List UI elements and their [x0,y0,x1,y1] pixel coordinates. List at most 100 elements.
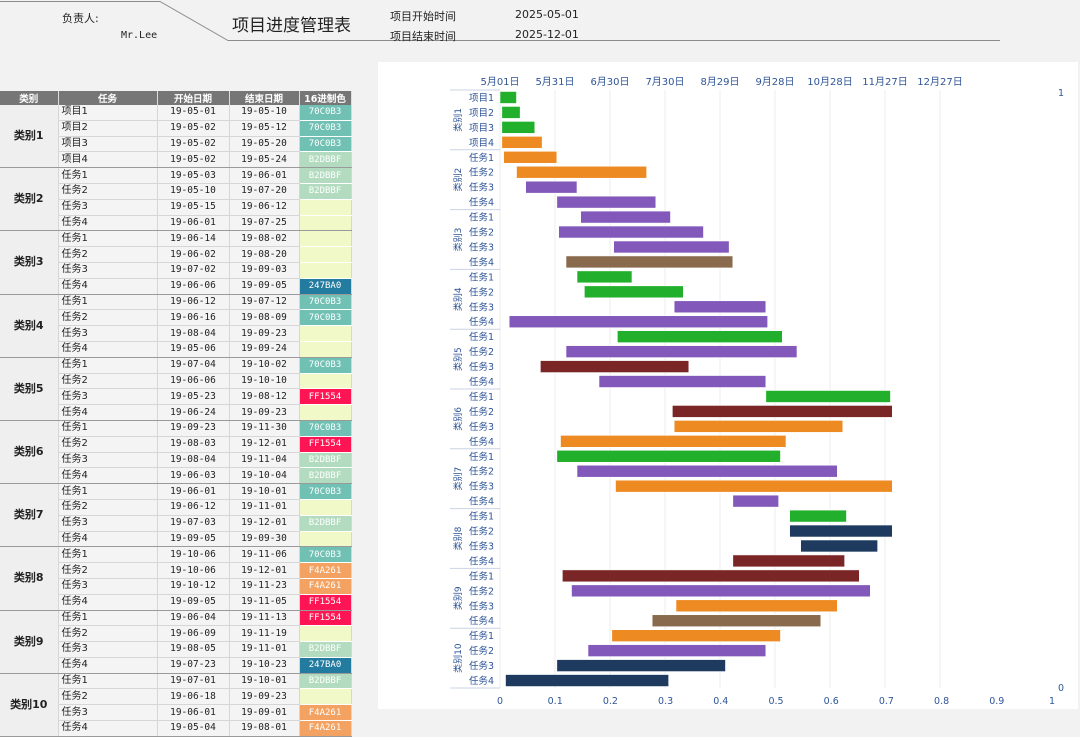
table-row: 类别3 任务1 19-06-14 19-08-02 [0,230,352,295]
task-axis-label: 任务4 [469,197,494,209]
top-axis-tick-label: 5月31日 [535,76,574,88]
hex-color-cell [299,404,352,421]
end-date-cell: 19-05-20 [229,136,300,153]
hex-color-cell [299,199,352,216]
hex-color-cell: B2DBBF [299,183,352,200]
top-axis-tick-label: 8月29日 [700,76,739,88]
hex-color-cell: FF1554 [299,388,352,406]
hex-color-cell: 70C0B3 [299,357,352,374]
gantt-chart: 5月01日 5月31日 6月30日 7月30日 8月29日 9月28日 10月28日 11月2… [450,76,1064,707]
gantt-bar [501,136,543,149]
task-name-cell: 任务1 [58,167,158,184]
table-row: 任务3 19-07-02 19-09-03 [0,262,352,279]
gantt-bar [516,165,647,179]
task-name-cell: 项目2 [58,120,158,137]
category-axis-label: 类别6 [452,407,464,431]
task-axis-label: 项目1 [469,93,494,104]
hex-color-cell: B2DBBF [299,673,352,690]
end-date-cell: 19-05-10 [229,105,300,121]
task-axis-label: 任务4 [469,675,494,687]
start-date-cell: 19-10-06 [157,562,230,579]
hex-color-cell: 70C0B3 [299,120,352,137]
end-date-cell: 19-09-03 [229,262,300,279]
gantt-bar [675,599,838,613]
task-name-cell: 任务4 [58,594,158,611]
gantt-bar [501,121,536,134]
task-name-cell: 任务1 [58,357,158,374]
category-cell: 类别6 [0,420,59,485]
task-name-cell: 任务1 [58,420,158,437]
category-cell: 类别4 [0,294,59,358]
hex-color-cell: B2DBBF [299,515,352,532]
end-date-cell: 19-10-10 [229,373,300,390]
start-date-cell: 19-06-01 [157,215,230,232]
right-axis-top-label: 1 [1058,88,1064,99]
start-date-cell: 19-08-03 [157,436,230,453]
start-date-cell: 19-06-04 [157,610,230,627]
task-axis-label: 任务3 [469,301,494,313]
end-date-cell: 19-09-23 [229,325,300,342]
hex-color-cell: F4A261 [299,562,352,579]
end-date-cell: 19-09-23 [229,404,300,421]
task-axis-label: 项目4 [469,138,494,149]
start-date-cell: 19-06-16 [157,309,230,327]
hex-color-cell [299,373,352,390]
category-cell: 类别7 [0,483,59,548]
end-date-cell: 19-12-01 [229,515,300,532]
bottom-axis-tick-label: 0.3 [658,696,673,707]
task-axis-label: 任务2 [469,466,494,478]
end-date-cell: 19-10-01 [229,483,300,500]
task-axis-label: 任务1 [469,511,494,523]
category-cell: 类别2 [0,167,59,232]
start-date-cell: 19-06-06 [157,373,230,390]
hex-color-cell: 70C0B3 [299,294,352,311]
gantt-bar [617,330,783,343]
end-date-cell: 19-11-06 [229,546,300,564]
end-date-cell: 19-10-02 [229,357,300,374]
start-date-cell: 19-06-03 [157,467,230,485]
hex-color-cell: FF1554 [299,436,352,453]
task-axis-label: 任务2 [469,346,494,358]
task-axis-label: 任务3 [469,540,494,552]
hex-color-cell [299,688,352,706]
task-axis-label: 任务2 [469,167,494,179]
end-date-cell: 19-11-23 [229,578,300,595]
start-date-cell: 19-05-01 [157,105,230,121]
gantt-bar [571,584,871,598]
column-header-hex: 16进制色 [299,91,352,105]
task-name-cell: 项目3 [58,136,158,153]
category-cell: 类别1 [0,105,59,169]
task-axis-label: 任务2 [469,406,494,418]
task-axis-label: 任务1 [469,152,494,164]
category-axis-label: 类别1 [452,108,464,132]
hex-color-cell: B2DBBF [299,641,352,658]
start-date-cell: 19-10-12 [157,578,230,595]
table-row: 类别2 任务1 19-05-03 19-06-01 B2DBBF [0,167,352,232]
task-name-cell: 任务3 [58,452,158,469]
hex-color-cell: 70C0B3 [299,483,352,500]
gantt-bar [505,674,669,687]
end-date-cell: 19-09-30 [229,531,300,548]
start-date-cell: 19-10-06 [157,546,230,564]
hex-color-cell [299,531,352,548]
table-row: 任务4 19-09-05 19-09-30 [0,531,352,548]
end-date-cell: 19-08-12 [229,388,300,406]
category-axis-label: 类别7 [452,467,464,491]
table-row: 任务3 19-10-12 19-11-23 F4A261 [0,578,352,595]
end-date-cell: 19-12-01 [229,436,300,453]
start-date-cell: 19-06-06 [157,278,230,295]
start-date-cell: 19-05-23 [157,388,230,406]
hex-color-cell [299,625,352,643]
table-row: 任务2 19-06-16 19-08-09 70C0B3 [0,309,352,327]
hex-color-cell: B2DBBF [299,452,352,469]
table-row: 任务4 19-07-23 19-10-23 247BA0 [0,657,352,674]
end-date-cell: 19-06-01 [229,167,300,184]
table-row: 任务4 19-09-05 19-11-05 FF1554 [0,594,352,611]
bottom-axis-tick-label: 0.4 [713,696,728,707]
table-row: 任务2 19-06-02 19-08-20 [0,246,352,263]
gantt-bar [613,240,730,254]
end-date-cell: 19-08-20 [229,246,300,263]
bottom-axis-tick-label: 0 [497,696,503,707]
task-axis-label: 任务4 [469,256,494,268]
task-axis-label: 任务3 [469,481,494,493]
